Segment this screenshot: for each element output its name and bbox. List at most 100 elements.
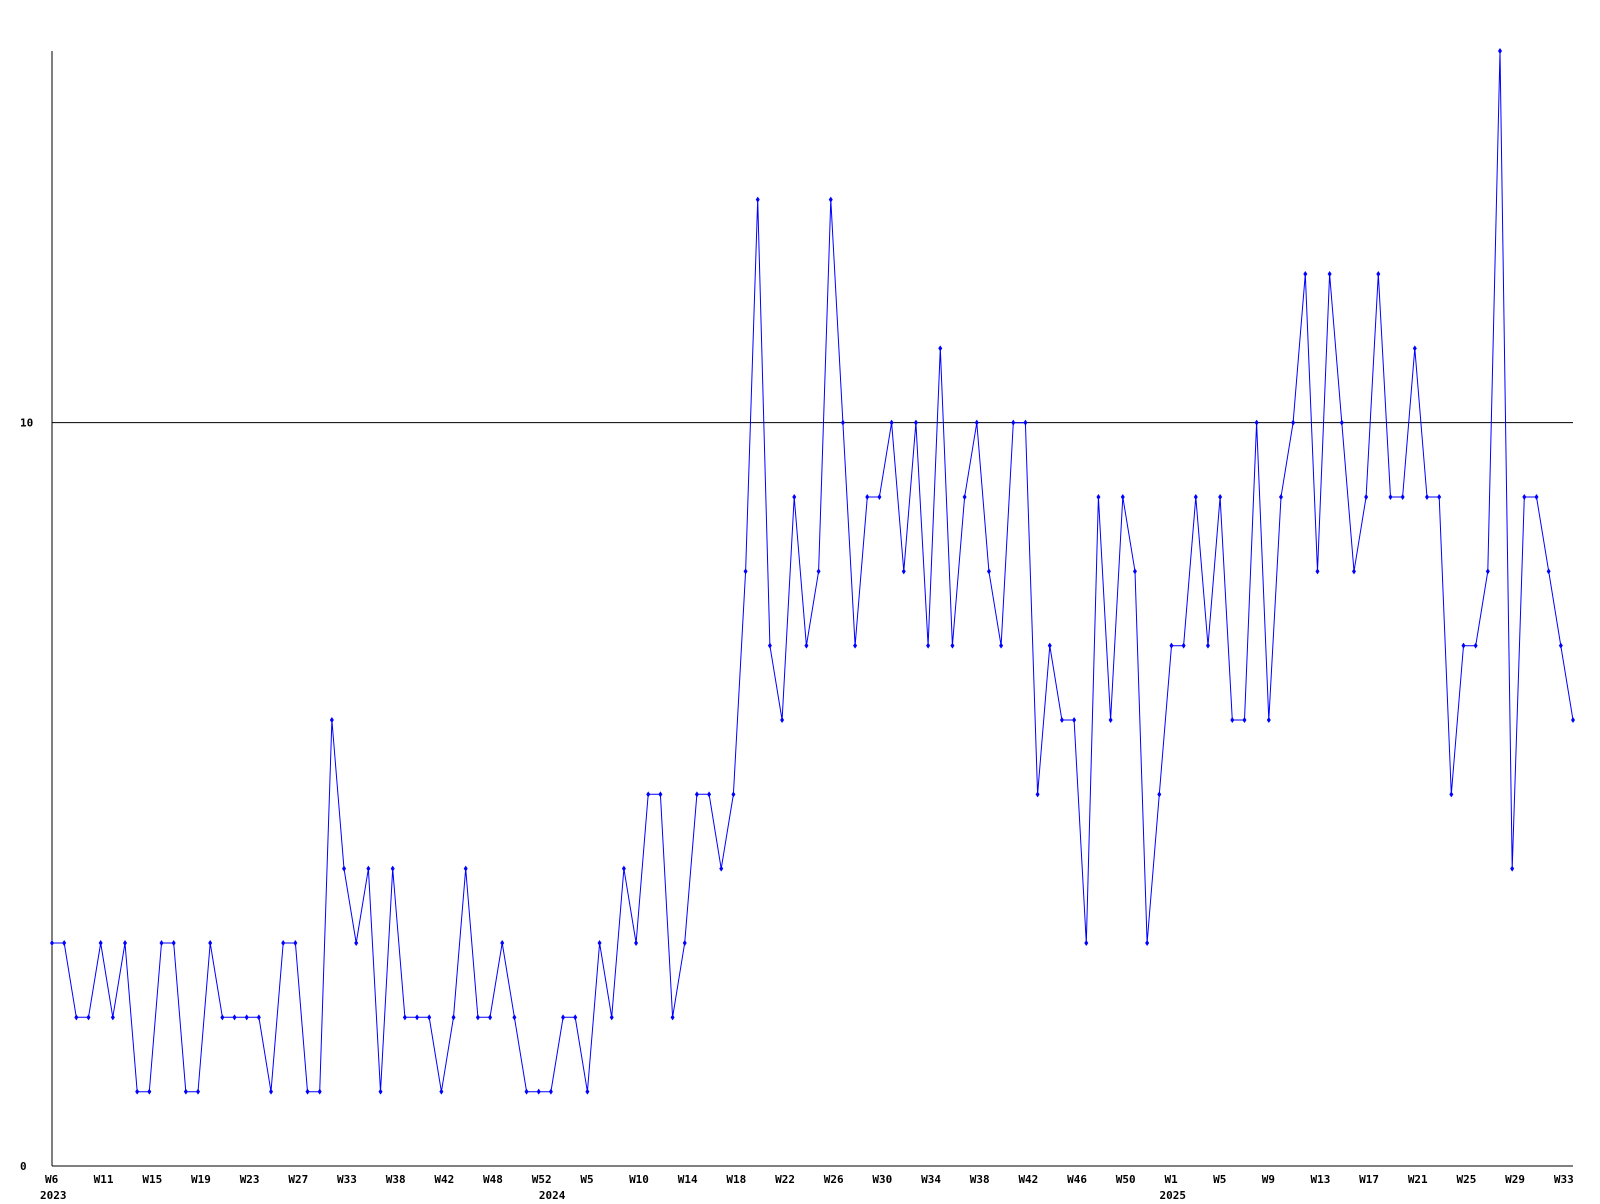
point (463, 865, 468, 872)
point (719, 865, 724, 872)
point (475, 1014, 480, 1021)
point (415, 1014, 420, 1021)
x-tick-label: W21 (1408, 1173, 1428, 1186)
point (123, 940, 128, 946)
point (1169, 642, 1174, 649)
point (1376, 271, 1381, 277)
point (1023, 419, 1028, 426)
point (512, 1014, 517, 1021)
point (853, 642, 858, 649)
point (1351, 568, 1356, 575)
x-tick-label: W27 (288, 1173, 308, 1186)
point (780, 717, 785, 723)
point (1437, 494, 1442, 500)
point (488, 1014, 493, 1021)
point (1571, 717, 1575, 723)
point (621, 865, 626, 872)
point (1364, 494, 1369, 500)
point (865, 494, 870, 500)
x-tick-label: W14 (678, 1173, 698, 1186)
point (1461, 642, 1466, 649)
point (646, 791, 651, 798)
point (682, 940, 687, 946)
point (1230, 717, 1235, 723)
point (1242, 717, 1247, 723)
point (1205, 642, 1210, 649)
x-tick-label: W5 (580, 1173, 593, 1186)
point (402, 1014, 407, 1021)
point (889, 419, 894, 426)
x-tick-label: W23 (240, 1173, 260, 1186)
point (840, 419, 845, 426)
point (342, 865, 347, 872)
point (1546, 568, 1551, 575)
point (1035, 791, 1040, 798)
line (52, 50, 1574, 1093)
point (573, 1014, 578, 1021)
point (731, 791, 736, 798)
point (999, 642, 1004, 649)
point (378, 1088, 383, 1095)
point (1303, 271, 1308, 277)
point (1011, 419, 1016, 426)
point (98, 940, 103, 946)
x-tick-label: W1 (1164, 1173, 1178, 1186)
x-tick-label: W33 (1554, 1173, 1574, 1186)
point (536, 1088, 541, 1095)
point (293, 940, 298, 946)
point (171, 940, 176, 946)
point (317, 1088, 322, 1095)
point (50, 940, 54, 946)
point (451, 1014, 456, 1021)
point (135, 1088, 140, 1095)
point (597, 940, 602, 946)
x-tick-label: W38 (970, 1173, 990, 1186)
x-tick-label: W10 (629, 1173, 649, 1186)
x-year-label: 2023 (40, 1189, 67, 1200)
point (755, 196, 760, 203)
point (329, 717, 334, 723)
point (439, 1088, 444, 1095)
point (816, 568, 821, 575)
point (1193, 494, 1198, 500)
point (950, 642, 955, 649)
point (1132, 568, 1137, 575)
point (1278, 494, 1283, 500)
point (1497, 48, 1502, 54)
x-tick-label: W6 (45, 1173, 59, 1186)
point (1522, 494, 1527, 500)
y-tick-label: 0 (20, 1160, 27, 1173)
point (232, 1014, 237, 1021)
point (658, 791, 663, 798)
point (1315, 568, 1320, 575)
point (561, 1014, 566, 1021)
point (1120, 494, 1125, 500)
point (694, 791, 699, 798)
point (1510, 865, 1515, 872)
x-tick-label: W15 (142, 1173, 162, 1186)
x-year-label: 2024 (539, 1189, 566, 1200)
point (1218, 494, 1223, 500)
point (1558, 642, 1563, 649)
point (609, 1014, 614, 1021)
point (305, 1088, 310, 1095)
point (634, 940, 639, 946)
point (901, 568, 906, 575)
point (500, 940, 505, 946)
x-tick-label: W46 (1067, 1173, 1087, 1186)
x-tick-label: W42 (1018, 1173, 1038, 1186)
x-tick-label: W17 (1359, 1173, 1379, 1186)
point (926, 642, 931, 649)
point (1266, 717, 1271, 723)
x-tick-label: W22 (775, 1173, 795, 1186)
point (220, 1014, 225, 1021)
point (1339, 419, 1344, 426)
point (1388, 494, 1393, 500)
x-tick-label: W42 (434, 1173, 454, 1186)
point (548, 1088, 553, 1095)
x-tick-label: W38 (386, 1173, 406, 1186)
x-tick-label: W29 (1505, 1173, 1525, 1186)
x-tick-label: W18 (726, 1173, 746, 1186)
